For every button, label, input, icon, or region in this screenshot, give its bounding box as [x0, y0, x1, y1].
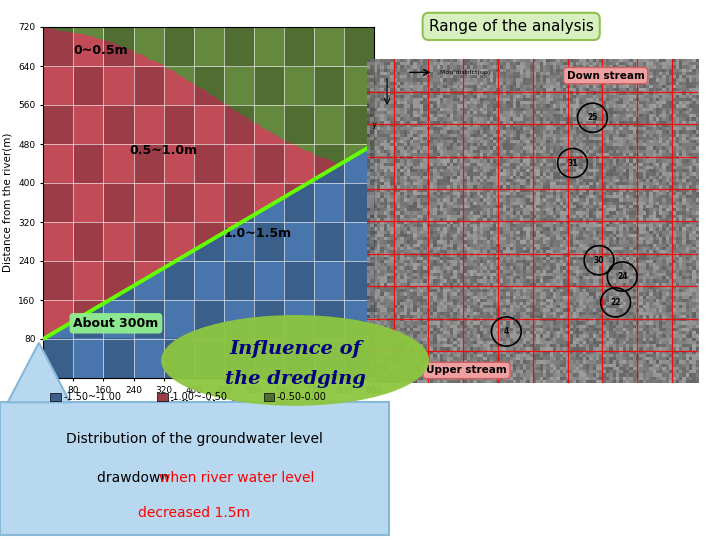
Text: the dredging: the dredging: [225, 370, 366, 388]
Text: decreased 1.5m: decreased 1.5m: [138, 507, 251, 521]
Text: 25: 25: [588, 113, 598, 122]
Text: -1.00~-0.50: -1.00~-0.50: [170, 393, 228, 402]
Text: -1.50~-1.00: -1.50~-1.00: [63, 393, 122, 402]
Text: 1.0~1.5m: 1.0~1.5m: [224, 227, 292, 240]
Text: y: y: [372, 120, 377, 129]
Text: 30: 30: [594, 256, 604, 265]
Text: 4: 4: [504, 327, 509, 336]
Text: About 300m: About 300m: [73, 317, 158, 330]
Text: Upper stream: Upper stream: [426, 366, 507, 375]
Text: -0.50-0.00: -0.50-0.00: [276, 393, 326, 402]
Text: 0~0.5m: 0~0.5m: [73, 44, 128, 57]
FancyBboxPatch shape: [0, 402, 389, 535]
Text: 24: 24: [617, 272, 627, 281]
Polygon shape: [8, 343, 70, 402]
Text: Mori district(up): Mori district(up): [440, 70, 490, 75]
Y-axis label: Distance from the river(m): Distance from the river(m): [3, 133, 13, 272]
Ellipse shape: [161, 315, 429, 406]
Text: 0.5~1.0m: 0.5~1.0m: [130, 144, 198, 157]
Text: when river water level: when river water level: [159, 471, 315, 485]
X-axis label: X direction(m): X direction(m): [166, 400, 251, 410]
Text: Distribution of the groundwater level: Distribution of the groundwater level: [66, 433, 323, 447]
Text: Range of the analysis: Range of the analysis: [429, 19, 593, 34]
Text: Influence of: Influence of: [229, 340, 361, 358]
Text: Down stream: Down stream: [567, 71, 644, 80]
Text: 31: 31: [567, 159, 577, 167]
Text: 22: 22: [611, 298, 621, 307]
Text: drawdown: drawdown: [97, 471, 174, 485]
